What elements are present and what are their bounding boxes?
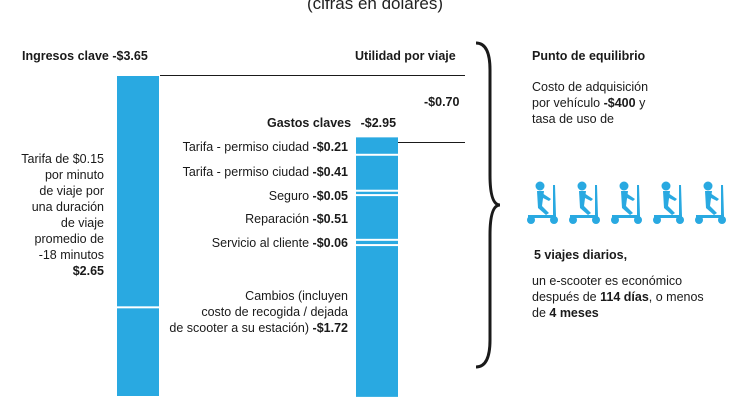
e-scooter-rider-icon: [527, 181, 558, 224]
conclusion-line: de: [532, 306, 546, 320]
expense-label-text: Tarifa - permiso ciudad: [182, 140, 310, 154]
expense-label-6: Cambios (incluyen costo de recogida / de…: [120, 288, 348, 336]
e-scooter-rider-icon: [653, 181, 684, 224]
profit-top-line: [160, 75, 465, 76]
expense-bar-segment: [356, 246, 398, 397]
breakeven-cost-text: Costo de adquisición por vehículo -$400 …: [532, 79, 648, 127]
revenue-total: -$3.65: [112, 49, 148, 63]
expense-value: -$1.72: [312, 321, 348, 335]
expense-label-2: Tarifa - permiso ciudad -$0.41: [120, 164, 348, 180]
revenue-heading: Ingresos clave -$3.65: [22, 48, 148, 64]
expense-label-text: Tarifa - permiso ciudad: [182, 165, 310, 179]
revenue-label-line: de viaje por: [39, 184, 104, 198]
conclusion-line: un e-scooter es económico: [532, 274, 683, 288]
expense-top-line: [398, 142, 465, 143]
expense-value: -$0.05: [312, 189, 348, 203]
revenue-label-line: de viaje: [60, 216, 104, 230]
expense-label-text: Seguro: [268, 189, 310, 203]
breakeven-title: Punto de equilibrio: [532, 49, 646, 63]
revenue-label-line: promedio de: [34, 232, 105, 246]
expense-value: -$0.41: [312, 165, 348, 179]
expense-bar-segment: [356, 155, 398, 190]
expense-value: -$0.06: [312, 236, 348, 250]
expense-bar-segment: [356, 191, 398, 195]
conclusion-line: después de: [532, 290, 597, 304]
revenue-title: Ingresos clave: [22, 49, 109, 63]
e-scooter-rider-icon: [611, 181, 642, 224]
expense-label-text: costo de recogida / dejada: [201, 305, 348, 319]
e-scooter-rider-icon: [569, 181, 600, 224]
conclusion-months: 4 meses: [549, 306, 599, 320]
breakeven-cost-line: y: [639, 96, 646, 110]
revenue-label-line: -18 minutos: [38, 248, 104, 262]
profit-value: -$0.70: [424, 95, 460, 109]
breakeven-conclusion: un e-scooter es económico después de 114…: [532, 273, 704, 321]
expense-value: -$0.21: [312, 140, 348, 154]
expense-bar-segment: [356, 240, 398, 245]
expenses-title: Gastos claves: [267, 116, 352, 130]
breakeven-cost-line: tasa de uso de: [532, 112, 615, 126]
expense-label-4: Reparación -$0.51: [120, 211, 348, 227]
profit-title: Utilidad por viaje: [355, 49, 456, 63]
revenue-label-line: por minuto: [44, 168, 104, 182]
e-scooter-rider-icon: [695, 181, 726, 224]
expenses-heading: Gastos claves -$2.95: [267, 115, 396, 131]
expense-label-3: Seguro -$0.05: [120, 188, 348, 204]
expense-label-text: Reparación: [245, 212, 310, 226]
scooter-icon-row: [522, 180, 732, 230]
expense-bar-segment: [356, 196, 398, 239]
expense-label-text: de scooter a su estación): [169, 321, 310, 335]
revenue-bar-segment: [117, 76, 159, 307]
revenue-bar-segment: [117, 308, 159, 396]
expense-label-text: Servicio al cliente: [211, 236, 310, 250]
expense-label-1: Tarifa - permiso ciudad -$0.21: [120, 139, 348, 155]
revenue-segment-label: Tarifa de $0.15 por minuto de viaje por …: [4, 151, 104, 279]
conclusion-days: 114 días: [600, 290, 649, 304]
revenue-label-line: Tarifa de $0.15: [21, 152, 104, 166]
revenue-segment-value: $2.65: [72, 264, 104, 278]
expense-label-text: Cambios (incluyen: [245, 289, 348, 303]
expense-bar-segment: [356, 137, 398, 154]
breakeven-cost-line: por vehículo: [532, 96, 601, 110]
chart-subtitle: (cifras en dólares): [306, 0, 444, 13]
breakeven-cost-value: -$400: [603, 96, 636, 110]
expenses-total: -$2.95: [360, 116, 397, 130]
breakeven-trips: 5 viajes diarios,: [534, 248, 628, 262]
conclusion-line: , o menos: [648, 290, 704, 304]
revenue-label-line: una duración: [31, 200, 104, 214]
expense-value: -$0.51: [312, 212, 348, 226]
expense-label-5: Servicio al cliente -$0.06: [120, 235, 348, 251]
breakeven-cost-line: Costo de adquisición: [532, 80, 649, 94]
curly-brace-icon: [475, 41, 501, 369]
